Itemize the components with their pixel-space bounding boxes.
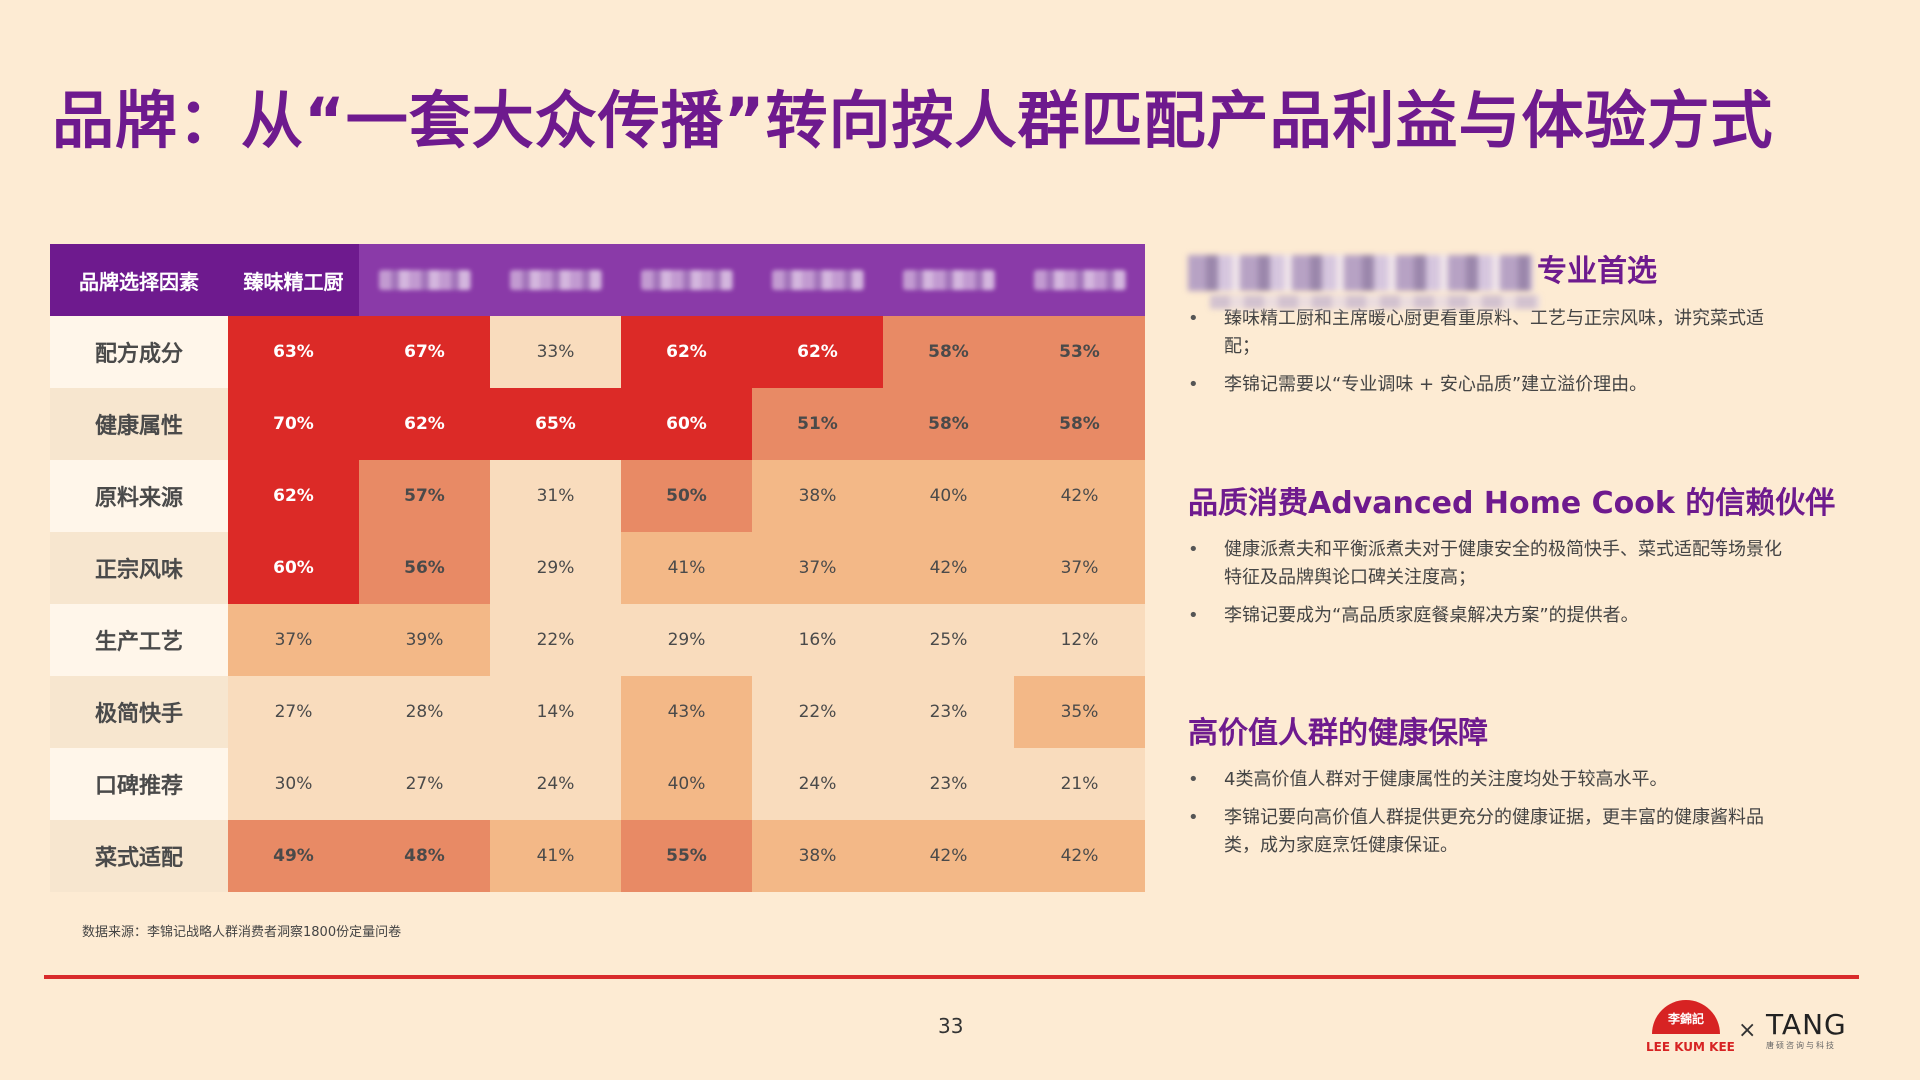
heatmap-cell: 23% <box>883 748 1014 820</box>
heatmap-cell: 60% <box>621 388 752 460</box>
heatmap-cell: 58% <box>883 316 1014 388</box>
factor-heatmap-table: 品牌选择因素 臻味精工厨 配方成分 63% 67% 33% 62% 62% 58% 53% 健康… <box>50 244 1145 892</box>
bullet-item: 李锦记要成为“高品质家庭餐桌解决方案”的提供者。 <box>1188 602 1784 630</box>
heatmap-cell: 24% <box>490 748 621 820</box>
heatmap-cell: 50% <box>621 460 752 532</box>
heatmap-cell: 38% <box>752 820 883 892</box>
heatmap-cell: 24% <box>752 748 883 820</box>
heatmap-cell: 55% <box>621 820 752 892</box>
corner-header: 品牌选择因素 <box>50 244 228 316</box>
heatmap-cell: 39% <box>359 604 490 676</box>
heatmap-cell: 12% <box>1014 604 1145 676</box>
heatmap-cell: 40% <box>883 460 1014 532</box>
page-number: 33 <box>938 1014 964 1038</box>
heatmap-cell: 38% <box>752 460 883 532</box>
heatmap-cell: 62% <box>359 388 490 460</box>
blurred-text <box>1210 295 1540 309</box>
heatmap-cell: 60% <box>228 532 359 604</box>
heatmap-cell: 62% <box>752 316 883 388</box>
heatmap-cell: 58% <box>1014 388 1145 460</box>
section-advanced-home-cook: 品质消费Advanced Home Cook 的信赖伙伴 健康派煮夫和平衡派煮夫… <box>1188 478 1848 640</box>
lee-kum-kee-logo: 李錦記 LEE KUM KEE <box>1646 996 1735 1056</box>
heatmap-cell: 49% <box>228 820 359 892</box>
bullet-item: 李锦记需要以“专业调味 + 安心品质”建立溢价理由。 <box>1188 371 1784 399</box>
heatmap-cell: 31% <box>490 460 621 532</box>
heatmap-cell: 42% <box>1014 820 1145 892</box>
row-label: 生产工艺 <box>50 604 228 676</box>
heatmap-cell: 28% <box>359 676 490 748</box>
heatmap-cell: 37% <box>1014 532 1145 604</box>
heatmap-cell: 14% <box>490 676 621 748</box>
bullet-item: 臻味精工厨和主席暖心厨更看重原料、工艺与正宗风味，讲究菜式适配； <box>1188 305 1784 361</box>
heatmap-cell: 27% <box>359 748 490 820</box>
heatmap-cell: 48% <box>359 820 490 892</box>
section-heading: 专业首选 <box>1188 246 1848 291</box>
heatmap-cell: 37% <box>752 532 883 604</box>
footer-divider <box>44 975 1859 979</box>
row-label: 菜式适配 <box>50 820 228 892</box>
heatmap-cell: 29% <box>490 532 621 604</box>
brand-header-blurred <box>883 244 1014 316</box>
heatmap-cell: 35% <box>1014 676 1145 748</box>
row-label: 配方成分 <box>50 316 228 388</box>
heatmap-cell: 43% <box>621 676 752 748</box>
heatmap-cell: 57% <box>359 460 490 532</box>
brand-header-blurred <box>752 244 883 316</box>
section-heading: 高价值人群的健康保障 <box>1188 716 1488 751</box>
heatmap-cell: 33% <box>490 316 621 388</box>
brand-header-blurred <box>359 244 490 316</box>
heatmap-cell: 53% <box>1014 316 1145 388</box>
bullet-list: 臻味精工厨和主席暖心厨更看重原料、工艺与正宗风味，讲究菜式适配； 李锦记需要以“… <box>1188 305 1848 399</box>
heatmap-cell: 23% <box>883 676 1014 748</box>
heatmap-cell: 22% <box>752 676 883 748</box>
row-label: 原料来源 <box>50 460 228 532</box>
bullet-item: 健康派煮夫和平衡派煮夫对于健康安全的极简快手、菜式适配等场景化特征及品牌舆论口碑… <box>1188 536 1784 592</box>
heatmap-cell: 30% <box>228 748 359 820</box>
bullet-list: 健康派煮夫和平衡派煮夫对于健康安全的极简快手、菜式适配等场景化特征及品牌舆论口碑… <box>1188 536 1848 630</box>
data-source-note: 数据来源：李锦记战略人群消费者洞察1800份定量问卷 <box>82 925 402 940</box>
heatmap-cell: 51% <box>752 388 883 460</box>
brand-header-1: 臻味精工厨 <box>228 244 359 316</box>
bullet-list: 4类高价值人群对于健康属性的关注度均处于较高水平。 李锦记要向高价值人群提供更充… <box>1188 766 1848 860</box>
heatmap-cell: 70% <box>228 388 359 460</box>
heatmap-cell: 56% <box>359 532 490 604</box>
heatmap-cell: 42% <box>883 820 1014 892</box>
tang-logo: TANG 唐硕咨询与科技 <box>1766 1008 1847 1051</box>
heatmap-cell: 25% <box>883 604 1014 676</box>
heatmap-cell: 67% <box>359 316 490 388</box>
bullet-item: 4类高价值人群对于健康属性的关注度均处于较高水平。 <box>1188 766 1784 794</box>
collab-x: × <box>1738 1018 1757 1043</box>
heatmap-cell: 58% <box>883 388 1014 460</box>
brand-header-blurred <box>490 244 621 316</box>
heatmap-cell: 29% <box>621 604 752 676</box>
heatmap-cell: 65% <box>490 388 621 460</box>
page-title: 品牌：从“一套大众传播”转向按人群匹配产品利益与体验方式 <box>52 84 1774 157</box>
heatmap-cell: 21% <box>1014 748 1145 820</box>
brand-header-blurred <box>1014 244 1145 316</box>
heatmap-cell: 27% <box>228 676 359 748</box>
heatmap-cell: 41% <box>621 532 752 604</box>
row-label: 正宗风味 <box>50 532 228 604</box>
row-label: 极简快手 <box>50 676 228 748</box>
heatmap-cell: 62% <box>228 460 359 532</box>
heatmap-cell: 16% <box>752 604 883 676</box>
section-professional: 专业首选 臻味精工厨和主席暖心厨更看重原料、工艺与正宗风味，讲究菜式适配； 李锦… <box>1188 246 1848 409</box>
heatmap-cell: 37% <box>228 604 359 676</box>
heatmap-cell: 63% <box>228 316 359 388</box>
heatmap-cell: 40% <box>621 748 752 820</box>
bullet-item: 李锦记要向高价值人群提供更充分的健康证据，更丰富的健康酱料品类，成为家庭烹饪健康… <box>1188 804 1784 860</box>
heatmap-cell: 22% <box>490 604 621 676</box>
heatmap-cell: 41% <box>490 820 621 892</box>
heatmap-cell: 42% <box>1014 460 1145 532</box>
brand-header-blurred <box>621 244 752 316</box>
row-label: 口碑推荐 <box>50 748 228 820</box>
section-health-guarantee: 高价值人群的健康保障 4类高价值人群对于健康属性的关注度均处于较高水平。 李锦记… <box>1188 708 1848 870</box>
section-heading: 品质消费Advanced Home Cook 的信赖伙伴 <box>1188 486 1836 521</box>
row-label: 健康属性 <box>50 388 228 460</box>
heatmap-cell: 42% <box>883 532 1014 604</box>
heatmap-cell: 62% <box>621 316 752 388</box>
blurred-text <box>1188 254 1533 291</box>
